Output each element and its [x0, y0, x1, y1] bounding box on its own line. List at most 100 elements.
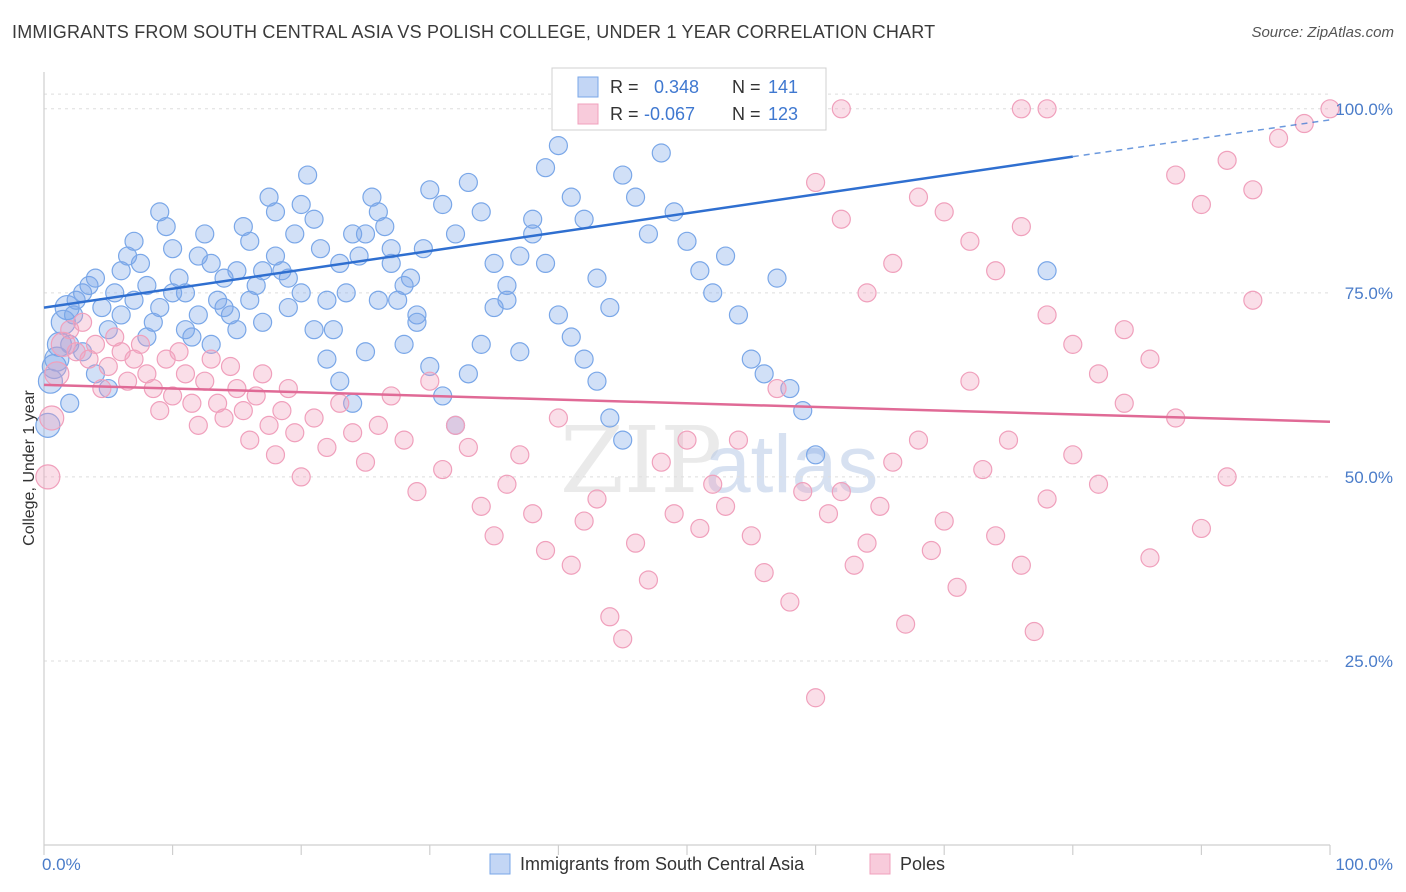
tick-labels: 25.0% 50.0% 75.0% 100.0% 0.0% 100.0% [42, 100, 1393, 874]
immigrants-point-61 [400, 268, 421, 288]
poles-point-117 [1063, 334, 1083, 354]
immigrants-point-126 [458, 364, 478, 384]
poles-point-0 [35, 464, 61, 490]
watermark-zip: ZIP [560, 407, 722, 514]
poles-point-88 [908, 430, 929, 450]
immigrants-point-136 [587, 371, 607, 391]
poles-point-56 [497, 474, 517, 494]
immigrants-point-44 [291, 194, 311, 215]
immigrants-point-121 [394, 275, 414, 296]
immigrants-point-42 [278, 297, 298, 318]
immigrants-point-20 [137, 275, 157, 296]
immigrants-point-113 [291, 283, 311, 303]
poles-point-50 [420, 371, 440, 391]
immigrants-point-99 [111, 305, 131, 325]
poles-point-113 [960, 231, 980, 251]
immigrants-point-91 [767, 268, 787, 288]
y-tick-label-3: 100.0% [1335, 100, 1393, 119]
immigrants-point-43 [285, 224, 305, 244]
immigrants-point-123 [420, 356, 440, 377]
poles-point-84 [857, 533, 877, 553]
poles-point-127 [831, 99, 851, 119]
immigrants-point-137 [600, 408, 620, 428]
poles-point-21 [169, 342, 189, 362]
immigrants-point-128 [484, 297, 504, 318]
poles-point-46 [368, 415, 388, 435]
immigrants-point-19 [130, 253, 151, 274]
immigrants-point-114 [304, 320, 324, 340]
watermark-atlas: atlas [705, 419, 878, 510]
immigrants-point-67 [458, 172, 478, 193]
poles-point-106 [1243, 290, 1263, 310]
immigrants-point-12 [85, 268, 106, 288]
immigrants-point-57 [375, 217, 395, 237]
immigrants-point-86 [703, 283, 723, 303]
poles-point-52 [445, 415, 466, 435]
immigrants-point-130 [510, 246, 530, 266]
trend-lines [43, 119, 1331, 423]
immigrants-point-74 [548, 136, 569, 156]
immigrants-point-80 [625, 187, 646, 207]
poles-point-55 [484, 526, 504, 546]
legend-swatch-pink [577, 103, 599, 125]
immigrants-point-18 [124, 231, 144, 251]
poles-point-76 [754, 563, 774, 583]
immigrants-point-116 [330, 371, 350, 391]
immigrants-point-29 [195, 224, 215, 244]
immigrants-point-109 [240, 290, 260, 310]
immigrants-point-68 [471, 202, 491, 222]
poles-point-32 [240, 430, 260, 450]
immigrants-point-115 [317, 349, 337, 369]
poles-point-72 [703, 474, 723, 494]
poles-point-108 [831, 209, 851, 229]
immigrants-point-47 [310, 239, 331, 259]
immigrants-point-58 [381, 253, 401, 274]
poles-point-30 [227, 378, 247, 399]
poles-point-2 [44, 361, 70, 387]
poles-point-85 [870, 496, 890, 516]
poles-point-100 [1088, 474, 1109, 494]
poles-point-37 [272, 401, 292, 421]
poles-point-65 [613, 629, 633, 649]
immigrants-point-119 [368, 290, 388, 310]
immigrants-point-82 [651, 143, 671, 163]
poles-point-41 [304, 408, 324, 428]
immigrants-point-111 [265, 246, 286, 266]
poles-point-15 [130, 334, 151, 354]
immigrants-point-90 [754, 364, 774, 384]
immigrants-point-34 [227, 261, 247, 281]
poles-point-97 [1024, 621, 1044, 642]
poles-point-10 [98, 356, 118, 377]
immigrants-point-101 [137, 327, 157, 347]
poles-point-94 [986, 526, 1006, 546]
immigrants-point-14 [98, 320, 118, 340]
poles-point-70 [677, 430, 697, 450]
legend-swatch-blue [577, 76, 599, 98]
poles-point-120 [1140, 349, 1160, 369]
poles-point-95 [998, 430, 1019, 450]
series-legend: Immigrants from South Central Asia Poles [489, 853, 945, 875]
poles-point-80 [805, 688, 826, 708]
poles-point-83 [844, 555, 864, 575]
poles-point-118 [1088, 364, 1109, 384]
poles-point-101 [1114, 393, 1134, 413]
immigrants-point-107 [214, 297, 234, 318]
source-credit: Source: ZipAtlas.com [1251, 24, 1394, 41]
immigrants-point-132 [535, 253, 556, 274]
poles-point-110 [883, 253, 903, 274]
immigrants-point-51 [336, 283, 356, 303]
poles-point-87 [896, 614, 916, 634]
series-poles-points [35, 99, 1340, 708]
x-tick-label-1: 100.0% [1335, 855, 1393, 874]
poles-point-67 [638, 570, 659, 590]
poles-point-81 [818, 504, 839, 524]
poles-point-112 [934, 202, 954, 222]
immigrants-point-24 [163, 239, 183, 259]
legend-n-label-2: N = [732, 104, 761, 124]
poles-point-99 [1063, 445, 1083, 465]
immigrants-point-122 [407, 312, 427, 332]
immigrants-point-64 [420, 180, 440, 200]
immigrants-point-87 [715, 246, 736, 266]
immigrants-point-134 [561, 327, 581, 347]
immigrants-point-27 [182, 327, 202, 347]
